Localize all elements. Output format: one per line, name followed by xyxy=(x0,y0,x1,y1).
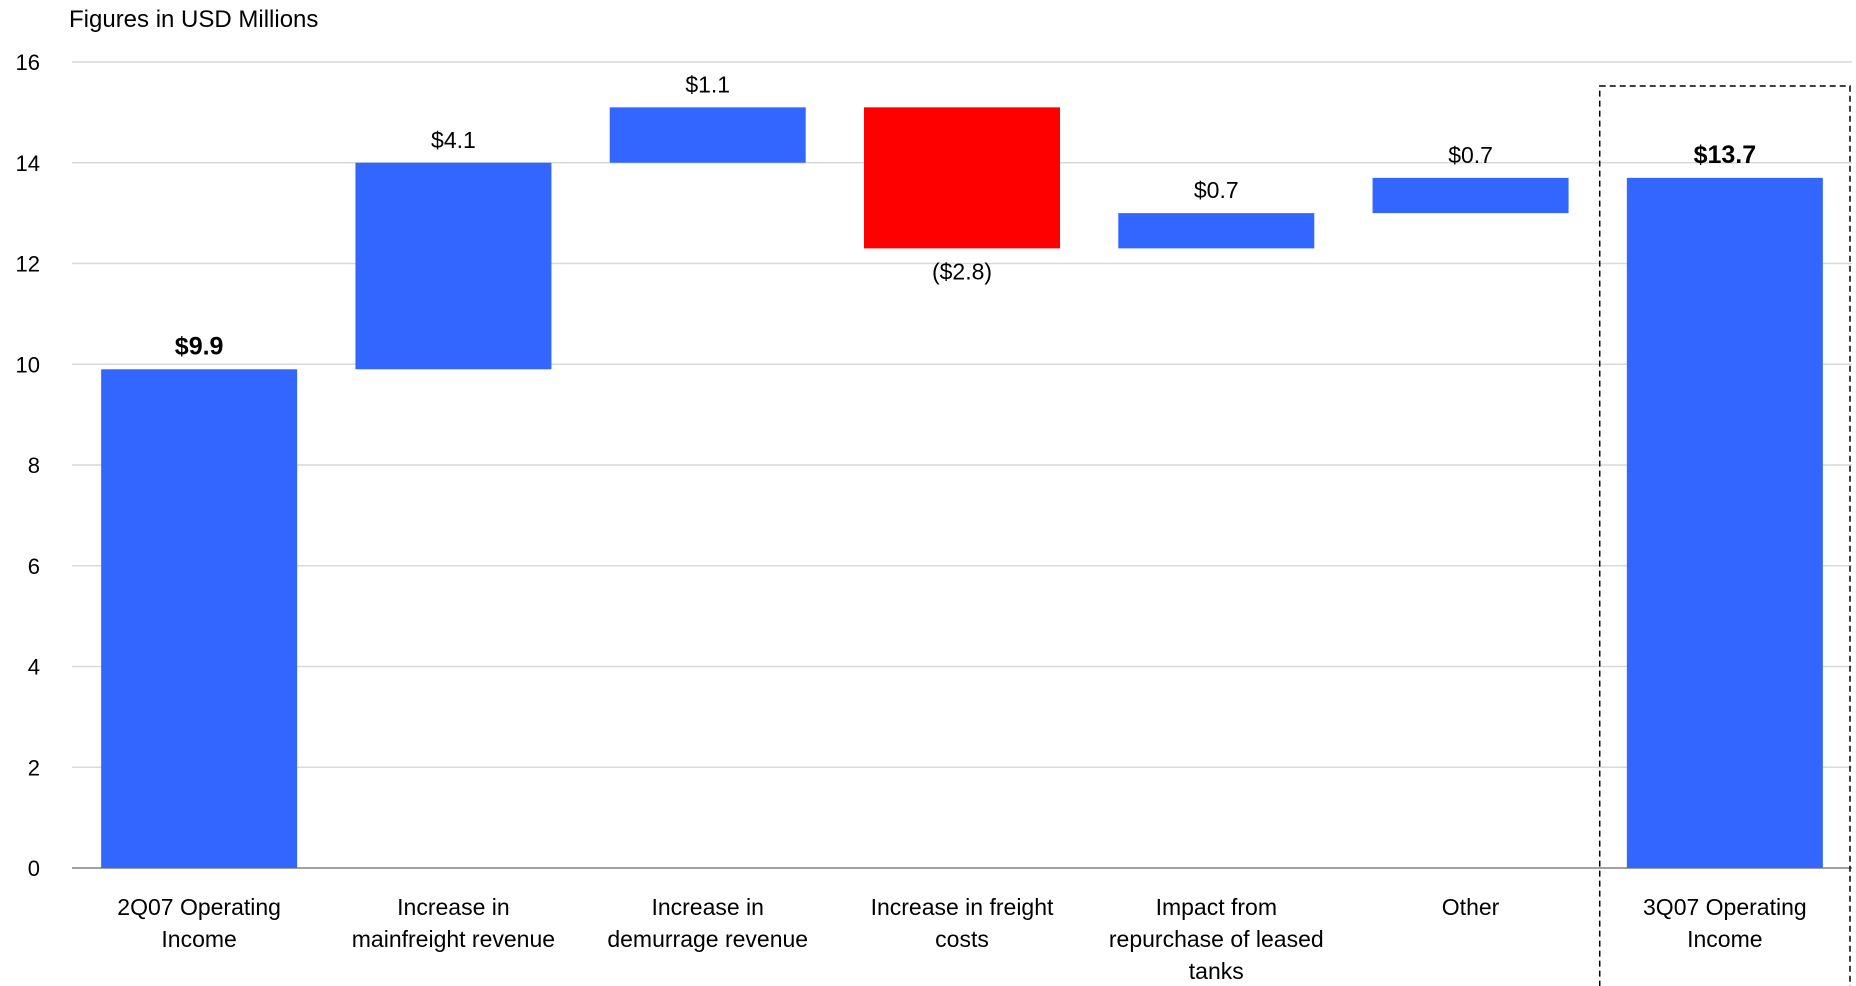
bar xyxy=(101,369,298,868)
x-tick-label: Other xyxy=(1442,894,1500,920)
highlight-dashed-box xyxy=(1598,85,1851,986)
y-axis: 0 2 4 6 8 10 12 14 16 xyxy=(16,50,1852,881)
data-label: $0.7 xyxy=(1194,177,1239,203)
x-tick-label: demurrage revenue xyxy=(607,926,808,952)
x-tick-label: Increase in xyxy=(397,894,510,920)
x-tick-label: 2Q07 Operating xyxy=(117,894,281,920)
bar xyxy=(355,162,552,370)
y-tick-label: 2 xyxy=(28,755,40,780)
highlight-box xyxy=(1598,85,1851,986)
bars xyxy=(101,107,1823,869)
x-tick-label: 3Q07 Operating xyxy=(1643,894,1807,920)
x-tick-label: costs xyxy=(935,926,989,952)
x-tick-label: Increase in xyxy=(651,894,764,920)
y-tick-label: 6 xyxy=(28,554,40,579)
data-label: ($2.8) xyxy=(932,258,992,284)
x-tick-label: Increase in freight xyxy=(871,894,1054,920)
bar xyxy=(609,107,806,163)
chart-subtitle: Figures in USD Millions xyxy=(69,6,318,33)
value-labels: $9.9 $4.1 $1.1 ($2.8) $0.7 $0.7 $13.7 xyxy=(175,71,1756,360)
x-tick-label: Income xyxy=(161,926,236,952)
data-label: $9.9 xyxy=(175,332,224,360)
bar xyxy=(864,107,1060,249)
x-tick-label: Impact from xyxy=(1156,894,1277,920)
x-tick-label: Income xyxy=(1687,926,1762,952)
y-tick-label: 14 xyxy=(16,151,40,176)
y-tick-label: 16 xyxy=(16,50,40,75)
x-tick-label: mainfreight revenue xyxy=(352,926,555,952)
bar xyxy=(1626,177,1823,869)
y-tick-label: 8 xyxy=(28,453,40,478)
data-label: $13.7 xyxy=(1694,141,1757,169)
y-tick-label: 0 xyxy=(28,856,40,881)
data-label: $1.1 xyxy=(685,71,730,97)
y-tick-label: 4 xyxy=(28,655,40,680)
y-tick-label: 12 xyxy=(16,252,40,277)
x-tick-label: tanks xyxy=(1189,958,1244,984)
bar xyxy=(1372,177,1569,214)
data-label: $4.1 xyxy=(431,127,476,153)
category-labels: 2Q07 Operating Income Increase in mainfreig… xyxy=(117,894,1806,984)
y-tick-label: 10 xyxy=(16,352,40,377)
x-tick-label: repurchase of leased xyxy=(1109,926,1324,952)
data-label: $0.7 xyxy=(1448,142,1493,168)
bar xyxy=(1118,213,1315,249)
